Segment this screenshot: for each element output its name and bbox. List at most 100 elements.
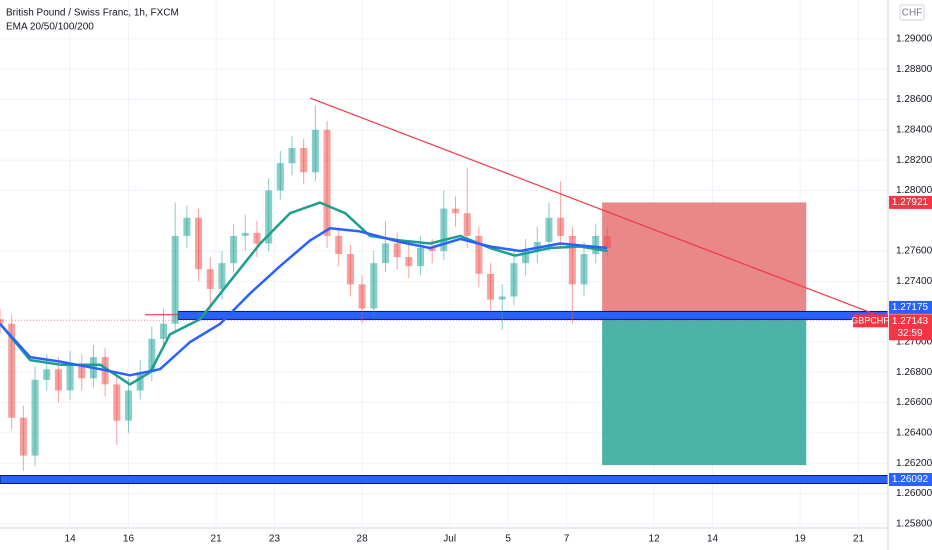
currency-label: CHF [902, 8, 923, 19]
candle-body [124, 390, 132, 421]
x-tick-label: 28 [357, 534, 369, 545]
x-tick-label: 16 [123, 534, 135, 545]
x-tick-label: 14 [707, 534, 719, 545]
candle-body [323, 129, 331, 236]
y-tick-label: 1.29000 [896, 34, 932, 45]
stop-zone [602, 202, 807, 316]
candle-body [113, 384, 121, 421]
ema-line [0, 227, 608, 377]
candle-body [487, 273, 495, 300]
candle-body [241, 232, 249, 236]
candle-body [265, 190, 273, 244]
candle-body [253, 232, 261, 244]
x-tick-label: 7 [564, 534, 570, 545]
symbol-tag-bg [853, 314, 888, 328]
candle-body [510, 263, 518, 297]
candle-body [8, 323, 16, 418]
stop-price-label: 1.27921 [892, 197, 929, 208]
candle-body [603, 235, 611, 249]
y-tick-label: 1.26200 [896, 458, 932, 469]
y-tick-label: 1.28600 [896, 94, 932, 105]
level-price-label-bg [889, 300, 932, 314]
y-tick-label: 1.28800 [896, 64, 932, 75]
ema-line [0, 201, 608, 386]
currency-box[interactable] [899, 4, 925, 21]
candle-body [43, 369, 51, 380]
candle-body [311, 129, 319, 173]
y-tick-label: 1.26600 [896, 397, 932, 408]
candle-body [160, 323, 168, 339]
symbol-tag: GBPCHF [851, 316, 889, 326]
x-tick-label: 21 [211, 534, 223, 545]
x-tick-label: 19 [795, 534, 807, 545]
y-tick-label: 1.26400 [896, 427, 932, 438]
level-band [177, 310, 889, 320]
plot-area [0, 97, 889, 485]
candle-body [592, 235, 600, 255]
y-tick-label: 1.27000 [896, 337, 932, 348]
candle-body [405, 257, 413, 267]
candle-body [522, 251, 530, 264]
candle-body [230, 235, 238, 264]
candle-body [66, 364, 74, 391]
current-price-label: 1.27143 [892, 316, 929, 327]
candle-body [498, 296, 506, 300]
candle-body [171, 235, 179, 324]
candle-body [276, 163, 284, 191]
y-tick-label: 1.27600 [896, 246, 932, 257]
stop-price-label-bg [889, 195, 932, 209]
candle-body [136, 372, 144, 391]
candle-body [0, 319, 4, 324]
y-tick-label: 1.25800 [896, 518, 932, 529]
candle-body [358, 284, 366, 309]
candle-body [557, 217, 565, 236]
x-tick-label: 21 [853, 534, 865, 545]
level-price-label-bg [889, 473, 932, 487]
candle-body [335, 235, 343, 255]
candle-body [183, 217, 191, 236]
candle-body [416, 248, 424, 267]
indicator-label: EMA 20/50/100/200 [6, 22, 94, 33]
x-tick-label: 14 [65, 534, 77, 545]
current-price-bg [889, 314, 932, 341]
x-tick-label: Jul [443, 534, 456, 545]
x-tick-label: 5 [505, 534, 511, 545]
y-tick-label: 1.28000 [896, 185, 932, 196]
candle-body [475, 235, 483, 274]
candle-body [148, 338, 156, 373]
level-price-label: 1.27175 [892, 302, 929, 313]
candle-body [346, 254, 354, 285]
candle-body [31, 379, 39, 456]
candle-body [19, 417, 27, 456]
chart-title: British Pound / Swiss Franc, 1h, FXCM [6, 8, 179, 19]
axes: 1.29000 1.28800 1.28600 1.28400 1.28200 1.280… [65, 34, 932, 545]
candle-body [206, 269, 214, 289]
level-price-label: 1.26092 [892, 474, 929, 485]
candle-body [393, 243, 401, 258]
candle-body [54, 369, 62, 391]
y-tick-label: 1.28200 [896, 155, 932, 166]
candle-body [533, 241, 541, 252]
x-tick-label: 23 [269, 534, 281, 545]
candle-body [580, 254, 588, 285]
candle-body [381, 243, 389, 264]
candle-body [78, 364, 86, 379]
candle-body [428, 248, 436, 252]
candle-body [440, 208, 448, 252]
target-zone [602, 315, 807, 466]
candle-body [370, 263, 378, 309]
candle-body [218, 263, 226, 289]
candle-body [300, 148, 308, 173]
y-tick-label: 1.28400 [896, 124, 932, 135]
level-band [0, 475, 889, 485]
candle-body [568, 235, 576, 285]
x-tick-label: 12 [649, 534, 661, 545]
candle-body [452, 208, 460, 214]
candle-body [463, 213, 471, 236]
trend-line [309, 97, 889, 320]
y-tick-label: 1.26000 [896, 488, 932, 499]
y-tick-label: 1.26800 [896, 367, 932, 378]
candle-body [288, 148, 296, 164]
candle-body [545, 217, 553, 242]
